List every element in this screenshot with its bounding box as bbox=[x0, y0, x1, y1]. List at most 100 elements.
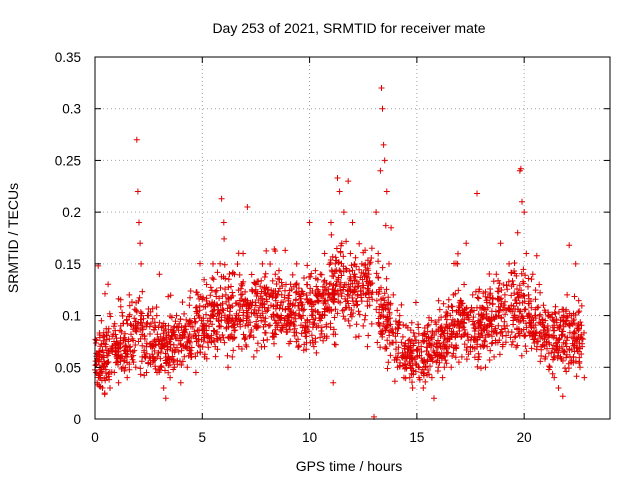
data-point bbox=[412, 337, 419, 344]
data-point bbox=[440, 300, 447, 307]
data-point bbox=[362, 312, 369, 319]
data-point bbox=[461, 326, 468, 333]
data-point bbox=[178, 362, 185, 368]
data-point bbox=[436, 306, 443, 313]
data-point bbox=[356, 240, 363, 247]
data-point bbox=[579, 340, 586, 347]
data-point bbox=[235, 287, 242, 294]
data-point bbox=[269, 277, 276, 284]
data-point bbox=[569, 334, 575, 340]
data-point bbox=[331, 299, 337, 306]
data-point bbox=[394, 324, 401, 331]
data-point bbox=[151, 347, 158, 354]
data-point bbox=[550, 327, 557, 334]
data-point bbox=[303, 333, 310, 340]
data-point bbox=[543, 338, 550, 345]
data-point bbox=[258, 288, 265, 295]
data-point bbox=[151, 319, 158, 326]
data-point bbox=[550, 317, 556, 324]
data-point bbox=[162, 395, 169, 402]
data-point bbox=[231, 327, 238, 334]
data-point bbox=[510, 321, 517, 328]
data-point bbox=[303, 292, 310, 299]
data-point bbox=[337, 279, 344, 286]
data-point bbox=[422, 363, 429, 370]
data-point bbox=[184, 364, 191, 371]
data-point bbox=[98, 317, 105, 324]
data-point bbox=[425, 321, 432, 328]
data-point bbox=[265, 322, 272, 329]
data-point bbox=[386, 260, 392, 267]
data-point bbox=[102, 377, 109, 384]
data-point bbox=[219, 300, 226, 307]
data-point bbox=[394, 307, 401, 314]
y-tick-label: 0.15 bbox=[55, 257, 81, 272]
data-point bbox=[344, 297, 351, 304]
data-point bbox=[147, 331, 153, 337]
data-point bbox=[333, 281, 340, 288]
data-point bbox=[129, 299, 135, 305]
data-point bbox=[335, 298, 342, 305]
data-point bbox=[521, 209, 528, 216]
data-point bbox=[162, 367, 168, 374]
data-point bbox=[314, 276, 321, 283]
data-point bbox=[407, 327, 414, 334]
data-point bbox=[321, 333, 328, 340]
data-point bbox=[498, 287, 505, 293]
data-point bbox=[517, 317, 524, 324]
data-point bbox=[578, 302, 585, 309]
data-point bbox=[423, 344, 430, 351]
y-axis-label: SRMTID / TECUs bbox=[5, 183, 21, 293]
data-point bbox=[572, 358, 579, 365]
data-point bbox=[411, 333, 418, 340]
data-point bbox=[553, 319, 560, 326]
data-point bbox=[527, 319, 534, 326]
data-point bbox=[181, 310, 188, 317]
data-point bbox=[562, 318, 569, 325]
data-point bbox=[131, 347, 138, 354]
data-point bbox=[129, 356, 136, 363]
data-point bbox=[410, 329, 417, 336]
data-point bbox=[549, 370, 556, 377]
data-point bbox=[151, 338, 157, 345]
data-point bbox=[330, 273, 337, 280]
data-point bbox=[105, 329, 112, 336]
data-point bbox=[338, 242, 344, 249]
data-point bbox=[143, 350, 150, 357]
data-point bbox=[272, 271, 279, 278]
data-point bbox=[555, 385, 562, 391]
data-point bbox=[487, 347, 494, 354]
data-point bbox=[291, 325, 298, 332]
data-point bbox=[226, 316, 232, 323]
data-point bbox=[225, 320, 232, 327]
data-point bbox=[564, 313, 570, 320]
data-point bbox=[469, 344, 476, 351]
data-point bbox=[259, 295, 265, 302]
data-point bbox=[107, 313, 114, 320]
data-point bbox=[345, 317, 352, 324]
data-point bbox=[308, 332, 315, 339]
data-point bbox=[293, 296, 299, 303]
data-point bbox=[259, 260, 266, 267]
data-point bbox=[421, 356, 428, 363]
data-point bbox=[534, 304, 541, 311]
data-point bbox=[475, 350, 482, 357]
data-point bbox=[133, 308, 140, 315]
x-tick-label: 20 bbox=[517, 430, 532, 445]
data-point bbox=[98, 341, 105, 348]
data-point bbox=[529, 271, 536, 278]
data-point bbox=[340, 253, 347, 260]
data-point bbox=[368, 255, 375, 261]
data-point bbox=[453, 330, 460, 337]
data-point bbox=[559, 393, 566, 400]
data-point bbox=[447, 312, 454, 319]
data-point bbox=[278, 279, 285, 286]
data-point bbox=[218, 195, 225, 202]
data-point bbox=[492, 325, 499, 332]
data-point bbox=[383, 188, 390, 195]
data-point bbox=[385, 359, 392, 366]
data-point bbox=[491, 315, 498, 322]
data-point bbox=[550, 334, 557, 341]
data-point bbox=[489, 295, 496, 302]
data-point bbox=[137, 240, 144, 247]
